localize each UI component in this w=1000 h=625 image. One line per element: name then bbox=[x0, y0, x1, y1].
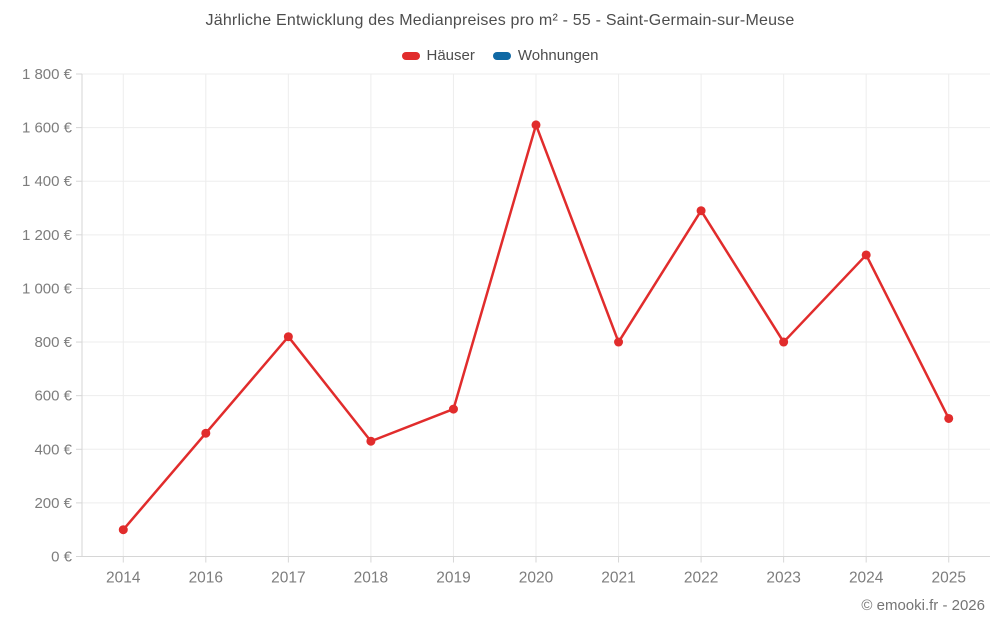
legend-item-wohnungen[interactable]: Wohnungen bbox=[492, 47, 599, 64]
y-tick-label: 0 € bbox=[51, 549, 73, 566]
data-point-2022[interactable] bbox=[696, 206, 706, 216]
x-tick-label: 2014 bbox=[106, 570, 141, 587]
credit-text: © emooki.fr - 2026 bbox=[861, 597, 985, 614]
legend-swatch-haeuser bbox=[401, 51, 420, 60]
data-point-2018[interactable] bbox=[366, 436, 376, 446]
x-tick-label: 2025 bbox=[931, 570, 965, 587]
y-tick-label: 1 400 € bbox=[22, 173, 73, 190]
y-tick-label: 400 € bbox=[34, 441, 72, 458]
data-point-2023[interactable] bbox=[779, 337, 789, 347]
legend-label-haeuser: Häuser bbox=[426, 47, 475, 64]
x-tick-label: 2023 bbox=[766, 570, 800, 587]
legend-label-wohnungen: Wohnungen bbox=[517, 47, 599, 64]
chart-title: Jährliche Entwicklung des Medianpreises … bbox=[205, 12, 795, 29]
y-tick-label: 1 000 € bbox=[22, 280, 73, 297]
x-tick-label: 2022 bbox=[684, 570, 718, 587]
data-point-2020[interactable] bbox=[531, 120, 541, 130]
data-point-2017[interactable] bbox=[283, 332, 293, 342]
x-tick-label: 2018 bbox=[354, 570, 388, 587]
y-tick-label: 600 € bbox=[34, 388, 72, 405]
y-tick-label: 200 € bbox=[34, 495, 72, 512]
x-tick-label: 2017 bbox=[271, 570, 305, 587]
y-tick-label: 1 800 € bbox=[22, 66, 73, 83]
x-tick-label: 2021 bbox=[601, 570, 635, 587]
legend-item-haeuser[interactable]: Häuser bbox=[401, 47, 475, 64]
x-tick-label: 2019 bbox=[436, 570, 470, 587]
data-point-2025[interactable] bbox=[944, 413, 954, 423]
data-point-2021[interactable] bbox=[614, 337, 624, 347]
x-tick-label: 2020 bbox=[519, 570, 554, 587]
x-tick-label: 2016 bbox=[189, 570, 223, 587]
data-point-2024[interactable] bbox=[861, 250, 871, 260]
y-tick-label: 1 600 € bbox=[22, 120, 73, 137]
legend: Häuser Wohnungen bbox=[0, 47, 1000, 64]
data-point-2014[interactable] bbox=[118, 525, 128, 535]
data-point-2016[interactable] bbox=[201, 428, 211, 438]
data-point-2019[interactable] bbox=[448, 404, 458, 414]
x-tick-label: 2024 bbox=[849, 570, 884, 587]
legend-swatch-wohnungen bbox=[492, 51, 511, 60]
y-tick-label: 800 € bbox=[34, 334, 72, 351]
y-tick-label: 1 200 € bbox=[22, 227, 73, 244]
